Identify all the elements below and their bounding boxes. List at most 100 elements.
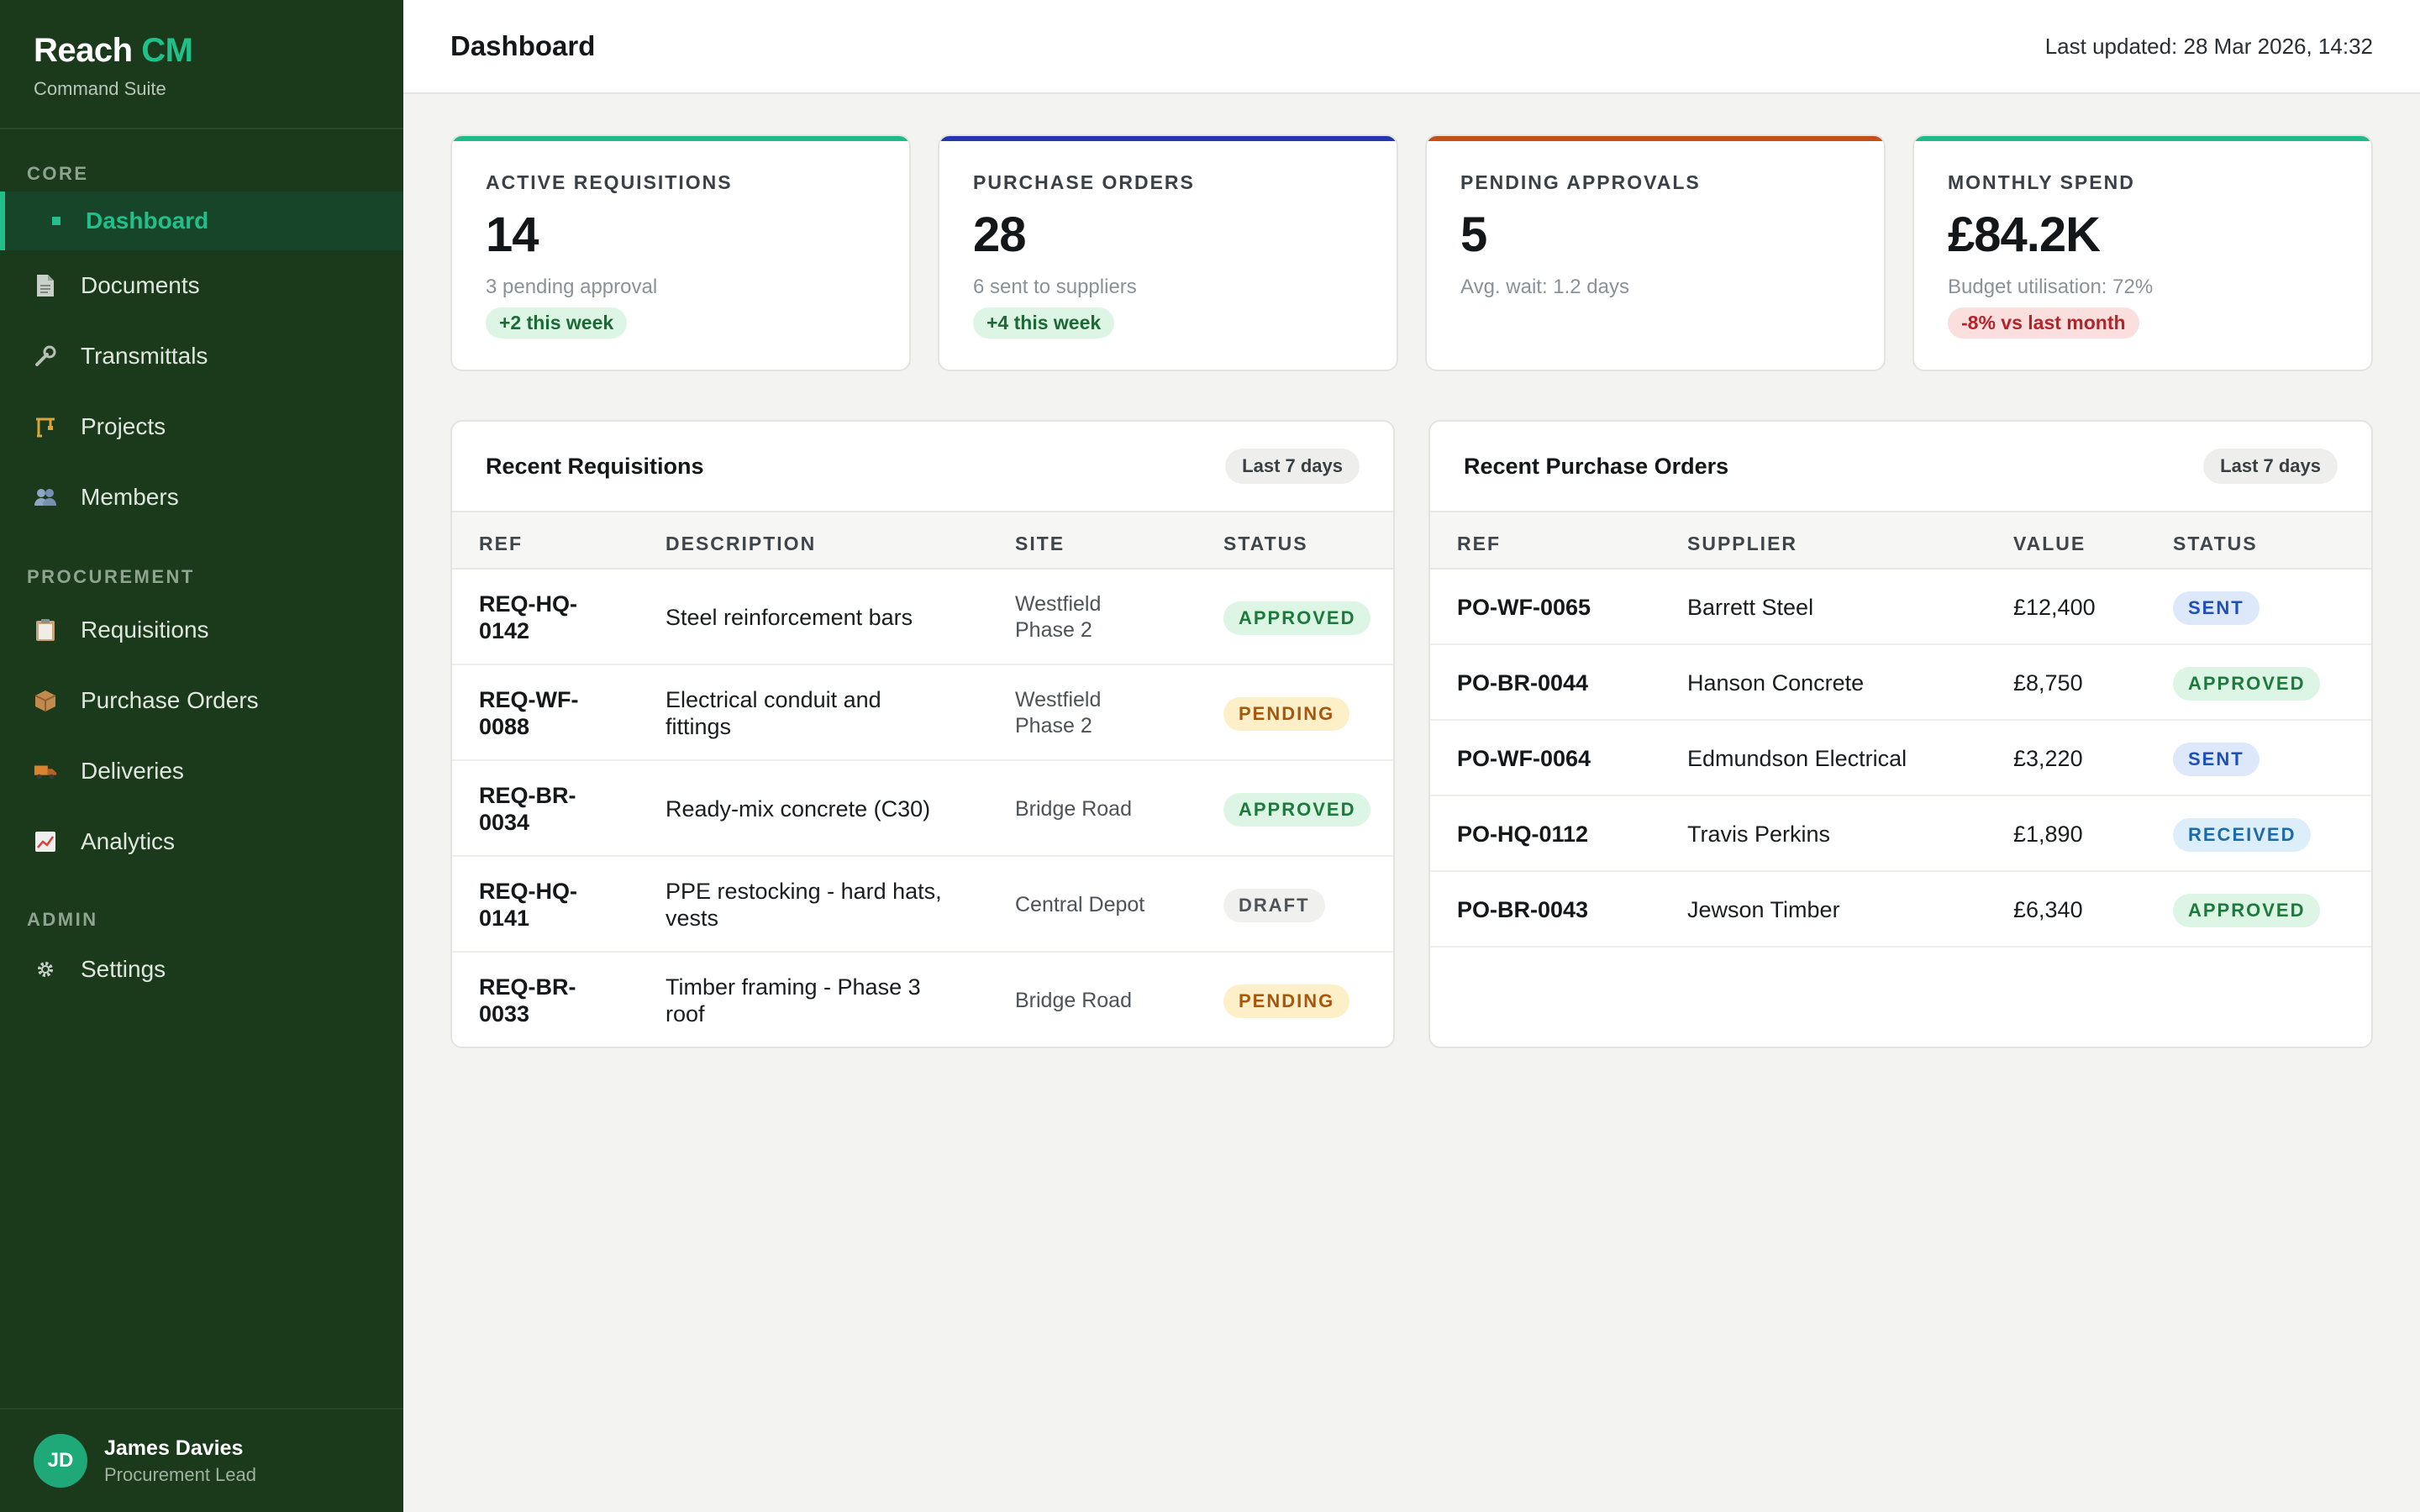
cell-line: REQ-HQ-	[479, 879, 577, 904]
requisition-site: Westfield Phase 2	[1015, 591, 1101, 643]
purchase-order-ref[interactable]: PO-WF-0065	[1457, 595, 1591, 620]
supplier-name: Hanson Concrete	[1687, 670, 1865, 696]
sidebar-item-label: Members	[81, 484, 179, 510]
cell-line: Electrical conduit and	[666, 687, 881, 712]
cell-line: REQ-HQ-	[479, 591, 577, 617]
table-row[interactable]: PO-WF-0065 Barrett Steel £12,400 SENT	[1430, 570, 2371, 645]
requisition-ref[interactable]: REQ-HQ- 0141	[479, 878, 577, 932]
cell-line: 0141	[479, 906, 530, 931]
sidebar-item-dashboard[interactable]: Dashboard	[0, 192, 403, 250]
column-header-value[interactable]: VALUE	[2013, 533, 2086, 554]
dashboard-bullet-icon	[50, 215, 62, 227]
column-header-ref[interactable]: REF	[479, 533, 523, 554]
cell-line: Phase 2	[1015, 618, 1092, 642]
cell-line: Steel reinforcement bars	[666, 605, 913, 630]
cell-line: REQ-BR-	[479, 783, 576, 808]
table-row[interactable]: PO-BR-0043 Jewson Timber £6,340 APPROVED	[1430, 872, 2371, 948]
user-name: James Davies	[104, 1436, 244, 1460]
kpi-accent-bar	[939, 136, 1397, 141]
purchase-order-ref[interactable]: PO-BR-0043	[1457, 897, 1589, 922]
recent-requisitions-panel: Recent Requisitions Last 7 days REF DESC…	[450, 420, 1395, 1048]
brand-name-accent: CM	[141, 32, 193, 69]
supplier-name: Edmundson Electrical	[1687, 746, 1907, 771]
kpi-card-pending-approvals[interactable]: PENDING APPROVALS 5 Avg. wait: 1.2 days	[1425, 134, 1886, 371]
requisition-ref[interactable]: REQ-BR- 0034	[479, 782, 576, 836]
sidebar-item-settings[interactable]: Settings	[0, 940, 403, 999]
purchase-order-ref[interactable]: PO-HQ-0112	[1457, 822, 1589, 847]
column-header-status[interactable]: STATUS	[2173, 533, 2258, 554]
table-row[interactable]: REQ-WF- 0088 Electrical conduit and fitting…	[452, 665, 1393, 761]
column-header-status[interactable]: STATUS	[1223, 533, 1308, 554]
requisition-description: Timber framing - Phase 3 roof	[666, 974, 921, 1027]
column-header-supplier[interactable]: SUPPLIER	[1687, 533, 1798, 554]
sidebar-item-requisitions[interactable]: Requisitions	[0, 601, 403, 659]
date-range-chip[interactable]: Last 7 days	[2203, 449, 2338, 484]
requisition-description: Ready-mix concrete (C30)	[666, 795, 930, 822]
order-value: £3,220	[2013, 746, 2083, 771]
column-header-ref[interactable]: REF	[1457, 533, 1501, 554]
requisition-description: PPE restocking - hard hats, vests	[666, 878, 942, 932]
sidebar-divider	[0, 128, 403, 129]
nav-section-admin: ADMIN	[27, 909, 98, 930]
kpi-value: 14	[486, 207, 539, 262]
requisition-description: Electrical conduit and fittings	[666, 686, 881, 740]
gear-icon	[34, 958, 57, 981]
kpi-accent-bar	[1427, 136, 1884, 141]
column-header-site[interactable]: SITE	[1015, 533, 1065, 554]
sidebar-item-documents[interactable]: Documents	[0, 256, 403, 315]
user-profile[interactable]: JD James Davies Procurement Lead	[0, 1408, 403, 1512]
kpi-card-monthly-spend[interactable]: MONTHLY SPEND £84.2K Budget utilisation:…	[1912, 134, 2373, 371]
status-badge: APPROVED	[1223, 793, 1371, 827]
order-value: £1,890	[2013, 822, 2083, 847]
cell-line: Westfield	[1015, 592, 1102, 616]
table-row[interactable]: REQ-BR- 0034 Ready-mix concrete (C30) Bridg…	[452, 761, 1393, 857]
sidebar-item-label: Dashboard	[86, 207, 209, 234]
sidebar-item-label: Documents	[81, 272, 200, 298]
kpi-accent-bar	[1914, 136, 2371, 141]
kpi-card-purchase-orders[interactable]: PURCHASE ORDERS 28 6 sent to suppliers +…	[938, 134, 1398, 371]
sidebar-item-transmittals[interactable]: Transmittals	[0, 327, 403, 386]
sidebar-item-deliveries[interactable]: Deliveries	[0, 742, 403, 801]
truck-icon	[34, 759, 57, 783]
table-row[interactable]: REQ-HQ- 0141 PPE restocking - hard hats, ve…	[452, 857, 1393, 953]
table-row[interactable]: PO-HQ-0112 Travis Perkins £1,890 RECEIVED	[1430, 796, 2371, 872]
sidebar-item-analytics[interactable]: Analytics	[0, 812, 403, 871]
sidebar-item-label: Purchase Orders	[81, 687, 259, 713]
kpi-trend-badge: -8% vs last month	[1948, 307, 2139, 339]
kpi-card-active-requisitions[interactable]: ACTIVE REQUISITIONS 14 3 pending approva…	[450, 134, 911, 371]
table-row[interactable]: PO-BR-0044 Hanson Concrete £8,750 APPROVED	[1430, 645, 2371, 721]
column-header-description[interactable]: DESCRIPTION	[666, 533, 817, 554]
sidebar-item-label: Deliveries	[81, 758, 184, 784]
table-row[interactable]: REQ-HQ- 0142 Steel reinforcement bars Westf…	[452, 570, 1393, 665]
nav-section-procurement: PROCUREMENT	[27, 566, 195, 587]
crane-icon	[34, 415, 57, 438]
table-row[interactable]: PO-WF-0064 Edmundson Electrical £3,220 SENT	[1430, 721, 2371, 796]
document-icon	[34, 274, 57, 297]
order-value: £8,750	[2013, 670, 2083, 696]
date-range-chip[interactable]: Last 7 days	[1225, 449, 1360, 484]
brand-subtitle: Command Suite	[34, 78, 166, 99]
supplier-name: Jewson Timber	[1687, 897, 1840, 922]
cell-line: 0033	[479, 1001, 530, 1026]
purchase-order-ref[interactable]: PO-BR-0044	[1457, 670, 1589, 696]
clipboard-icon	[34, 618, 57, 642]
sidebar-item-projects[interactable]: Projects	[0, 397, 403, 456]
cell-line: Central Depot	[1015, 893, 1145, 916]
kpi-subtext: 6 sent to suppliers	[973, 276, 1137, 298]
kpi-accent-bar	[452, 136, 909, 141]
sidebar-item-purchase-orders[interactable]: Purchase Orders	[0, 671, 403, 730]
purchase-order-ref[interactable]: PO-WF-0064	[1457, 746, 1591, 771]
sidebar-item-label: Requisitions	[81, 617, 209, 643]
cell-line: PPE restocking - hard hats,	[666, 879, 942, 904]
table-row[interactable]: REQ-BR- 0033 Timber framing - Phase 3 roof B…	[452, 953, 1393, 1047]
sidebar-item-members[interactable]: Members	[0, 468, 403, 527]
brand-name: Reach CM	[34, 32, 193, 70]
top-header: Dashboard Last updated: 28 Mar 2026, 14:…	[403, 0, 2420, 94]
kpi-label: MONTHLY SPEND	[1948, 171, 2135, 193]
requisition-ref[interactable]: REQ-HQ- 0142	[479, 591, 577, 644]
nav-section-core: CORE	[27, 163, 89, 184]
requisition-ref[interactable]: REQ-BR- 0033	[479, 974, 576, 1027]
requisition-ref[interactable]: REQ-WF- 0088	[479, 686, 578, 740]
last-updated-timestamp: Last updated: 28 Mar 2026, 14:32	[2044, 34, 2373, 59]
brand-logo[interactable]: Reach CM Command Suite	[34, 32, 193, 100]
